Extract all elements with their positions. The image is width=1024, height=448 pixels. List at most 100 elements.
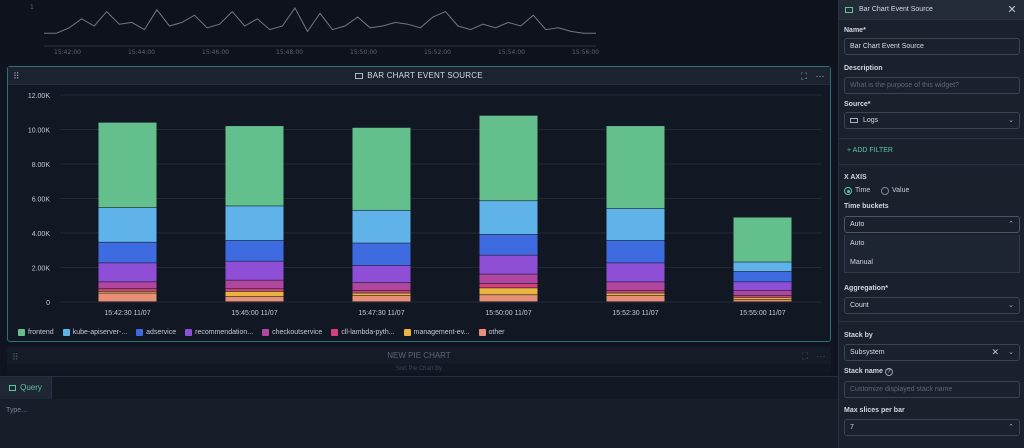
bar-segment-recommendation[interactable] (225, 261, 284, 280)
bar-segment-clllambdapyth[interactable] (352, 290, 411, 293)
bar-segment-other[interactable] (479, 295, 538, 302)
bar-segment-checkoutservice[interactable] (352, 283, 411, 291)
bar-segment-adservice[interactable] (225, 240, 284, 261)
bar-segment-clllambdapyth[interactable] (733, 295, 792, 298)
expand-icon[interactable]: ⛶ (800, 71, 808, 81)
legend-checkbox[interactable] (478, 328, 486, 336)
pie-drag-handle-icon[interactable]: ⠿ (12, 352, 19, 362)
legend-checkbox[interactable] (136, 328, 144, 336)
top-chart-y-tick: 1 (30, 4, 34, 11)
legend-checkbox[interactable] (62, 328, 70, 336)
query-input[interactable]: Type... (6, 407, 28, 414)
bar-segment-frontend[interactable] (606, 126, 665, 209)
x-tick-label: 15:50:00 11/07 (485, 310, 531, 317)
bar-segment-kubeapiserver[interactable] (352, 210, 411, 243)
bar-segment-recommendation[interactable] (733, 282, 792, 291)
chart-legend: frontend kube-apiserver-... adservice recom… (18, 326, 504, 338)
bar-segment-checkoutservice[interactable] (606, 282, 665, 291)
legend-label: cll-lambda-pyth... (341, 328, 395, 336)
bar-segment-checkoutservice[interactable] (733, 290, 792, 296)
logs-icon (850, 118, 858, 123)
name-field[interactable]: Bar Chart Event Source (844, 38, 1020, 55)
bar-segment-adservice[interactable] (98, 242, 157, 263)
menu-item-auto[interactable]: Auto (850, 240, 865, 247)
bar-segment-adservice[interactable] (479, 234, 538, 255)
bar-segment-frontend[interactable] (352, 127, 411, 210)
drag-handle-icon[interactable]: ⠿ (13, 71, 20, 81)
legend-checkbox[interactable] (185, 328, 193, 336)
legend-item[interactable]: checkoutservice (262, 328, 322, 336)
bar-segment-kubeapiserver[interactable] (98, 207, 157, 242)
bar-segment-other[interactable] (733, 299, 792, 302)
bar-segment-checkoutservice[interactable] (479, 274, 538, 284)
bar-segment-other[interactable] (352, 295, 411, 302)
radio-time[interactable] (844, 187, 852, 195)
top-chart-x-tick: 15:56:00 (572, 49, 599, 56)
legend-item[interactable]: cll-lambda-pyth... (331, 328, 395, 336)
bar-segment-checkoutservice[interactable] (98, 282, 157, 289)
bar-segment-kubeapiserver[interactable] (479, 201, 538, 235)
pie-more-options-icon[interactable]: ⋯ (816, 351, 826, 361)
description-field[interactable]: What is the purpose of this widget? (844, 77, 1020, 94)
bar-segment-other[interactable] (98, 293, 157, 302)
source-value: Logs (863, 117, 879, 124)
pie-expand-icon[interactable]: ⛶ (801, 351, 809, 361)
bar-segment-clllambdapyth[interactable] (98, 289, 157, 292)
bar-segment-other[interactable] (606, 295, 665, 302)
bar-segment-kubeapiserver[interactable] (733, 262, 792, 272)
bar-segment-managementev[interactable] (479, 288, 538, 295)
bar-segment-adservice[interactable] (352, 243, 411, 266)
bar-segment-kubeapiserver[interactable] (606, 208, 665, 241)
bar-segment-clllambdapyth[interactable] (225, 289, 284, 292)
legend-checkbox[interactable] (262, 328, 270, 336)
bar-segment-adservice[interactable] (733, 271, 792, 282)
radio-value[interactable] (881, 187, 889, 195)
max-slices-stepper[interactable]: 7 ⌃ (844, 419, 1020, 436)
legend-item[interactable]: other (478, 328, 504, 336)
bar-segment-recommendation[interactable] (479, 255, 538, 274)
close-icon[interactable]: ✕ (1007, 4, 1017, 16)
bar-segment-frontend[interactable] (479, 115, 538, 201)
bar-segment-managementev[interactable] (352, 293, 411, 296)
bar-segment-managementev[interactable] (606, 293, 665, 296)
legend-item[interactable]: recommendation... (185, 328, 253, 336)
bar-segment-recommendation[interactable] (352, 265, 411, 283)
legend-checkbox[interactable] (403, 328, 411, 336)
bar-segment-recommendation[interactable] (606, 263, 665, 282)
legend-label: kube-apiserver-... (72, 328, 128, 336)
bar-segment-managementev[interactable] (98, 291, 157, 293)
more-options-icon[interactable]: ⋯ (815, 71, 825, 81)
bar-segment-clllambdapyth[interactable] (479, 283, 538, 288)
legend-checkbox[interactable] (18, 328, 25, 336)
tab-query[interactable]: Query (0, 377, 52, 399)
stack-name-field[interactable]: Customize displayed stack name (844, 381, 1020, 398)
bar-segment-managementev[interactable] (225, 291, 284, 297)
aggregation-select[interactable]: Count ⌄ (844, 297, 1020, 314)
clear-icon[interactable]: ✕ (991, 347, 999, 357)
legend-checkbox[interactable] (331, 328, 339, 336)
help-icon[interactable]: ? (884, 368, 893, 376)
legend-item[interactable]: frontend (18, 328, 54, 336)
time-buckets-select[interactable]: Auto ⌃ (844, 216, 1020, 233)
bar-segment-recommendation[interactable] (98, 263, 157, 282)
bar-segment-checkoutservice[interactable] (225, 280, 284, 289)
bar-segment-frontend[interactable] (733, 217, 792, 262)
pie-chart-widget[interactable]: ⠿ NEW PIE CHART ⛶ ⋯ Sort Pie Chart By (7, 346, 831, 372)
bar-segment-managementev[interactable] (733, 297, 792, 300)
bar-segment-frontend[interactable] (225, 126, 284, 206)
bar-segment-other[interactable] (225, 296, 284, 302)
stack-by-select[interactable]: Subsystem ✕ ⌄ (844, 344, 1020, 361)
bar-segment-clllambdapyth[interactable] (606, 290, 665, 293)
bar-chart-widget[interactable]: ⠿ BAR CHART EVENT SOURCE ⛶ ⋯ 0 2.00K 4.00K… (7, 66, 831, 342)
stepper-icon[interactable]: ⌃ (1008, 424, 1014, 431)
menu-item-manual[interactable]: Manual (850, 259, 873, 266)
stack-by-label: Stack by (844, 332, 873, 339)
legend-item[interactable]: adservice (136, 328, 176, 336)
bar-segment-adservice[interactable] (606, 240, 665, 263)
bar-segment-frontend[interactable] (98, 122, 157, 208)
legend-item[interactable]: management-ev... (403, 328, 470, 336)
bar-segment-kubeapiserver[interactable] (225, 206, 284, 241)
source-select[interactable]: Logs ⌄ (844, 112, 1020, 129)
add-filter-button[interactable]: + ADD FILTER (847, 147, 893, 154)
legend-item[interactable]: kube-apiserver-... (62, 328, 128, 336)
